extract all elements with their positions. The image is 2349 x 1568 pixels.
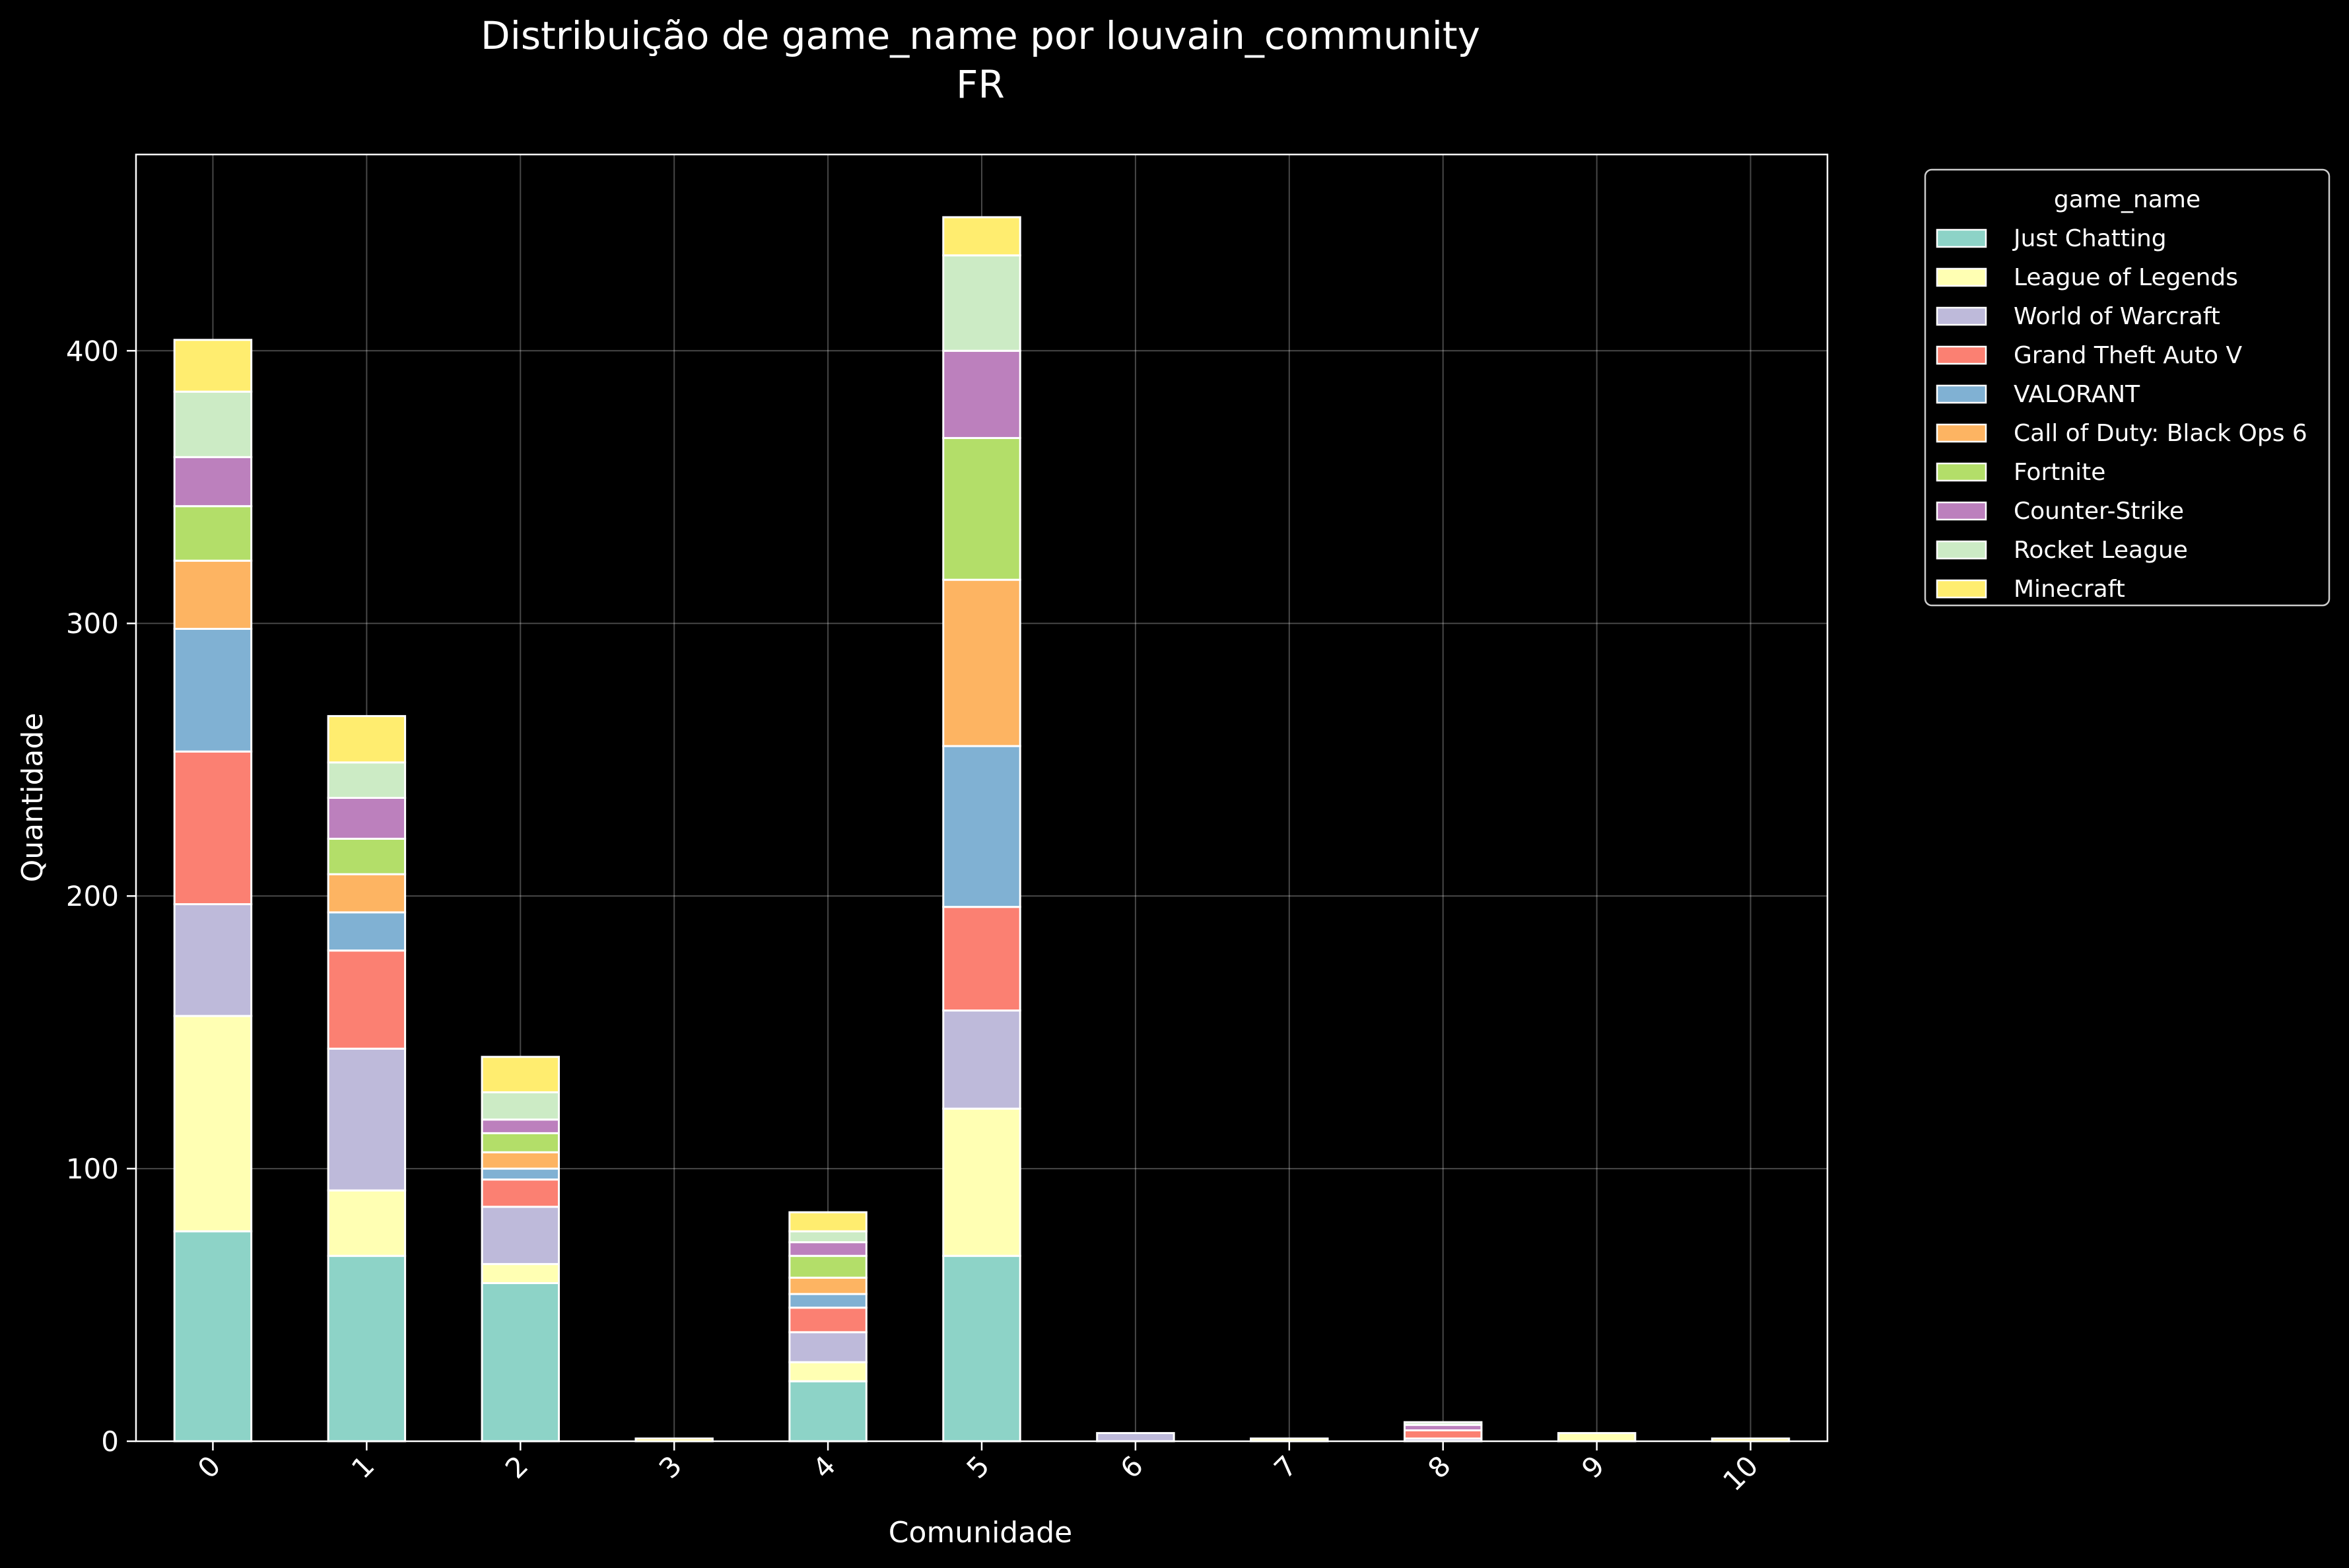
bar-segment [481, 1167, 561, 1181]
bar-segment [173, 750, 253, 906]
bar-segment [173, 1015, 253, 1233]
bar-segment [481, 1118, 561, 1134]
legend-label: Counter-Strike [2014, 498, 2184, 525]
bar-segment [173, 559, 253, 630]
y-axis: 0 100 200 300 400 [66, 335, 136, 1458]
bar-segment [327, 1254, 407, 1443]
bar-segment [173, 1230, 253, 1443]
legend-swatch [1936, 228, 1987, 248]
bar-segment [942, 349, 1021, 439]
bar-segment [788, 1276, 868, 1295]
bar-segment [942, 578, 1021, 747]
legend-label: League of Legends [2014, 264, 2238, 291]
legend-label: Just Chatting [2012, 225, 2167, 252]
legend-swatch [1936, 423, 1987, 443]
bar-segment [327, 1189, 407, 1257]
y-axis-label: Quantidade [16, 713, 50, 883]
bar-segment [942, 216, 1021, 257]
bar-segment [327, 837, 407, 875]
bar-segment [942, 1254, 1021, 1443]
legend-label: Rocket League [2014, 537, 2188, 564]
bar-segment [327, 911, 407, 952]
bar-segment [481, 1056, 561, 1093]
legend-swatch [1936, 384, 1987, 404]
bar-segment [481, 1263, 561, 1285]
bar-segment [1404, 1421, 1483, 1426]
bar-segment [788, 1380, 868, 1443]
bar-segment [942, 254, 1021, 352]
bar-segment [173, 505, 253, 562]
legend: game_name Just Chatting League of Legends W… [1924, 168, 2331, 607]
legend-title: game_name [2054, 186, 2200, 213]
bar-segment [1096, 1432, 1175, 1443]
bar-segment [481, 1282, 561, 1443]
bars [173, 216, 1790, 1443]
bar-segment [327, 949, 407, 1050]
bar-segment [481, 1151, 561, 1170]
bar-segment [1557, 1432, 1637, 1443]
y-tick-label: 0 [101, 1425, 119, 1458]
bar-segment [173, 627, 253, 753]
bar-segment [788, 1307, 868, 1334]
bar-segment [173, 390, 253, 458]
legend-swatch [1936, 462, 1987, 482]
legend-swatch [1936, 501, 1987, 521]
bar-segment [327, 761, 407, 800]
legend-label: World of Warcraft [2014, 303, 2220, 330]
chart-subtitle: FR [956, 62, 1005, 107]
bar-segment [481, 1091, 561, 1121]
legend-label: Minecraft [2014, 576, 2125, 603]
bar-segment [173, 903, 253, 1017]
y-tick-label: 300 [66, 607, 119, 640]
x-axis-label: Comunidade [889, 1516, 1072, 1550]
legend-label: Grand Theft Auto V [2014, 342, 2242, 369]
bar-segment [788, 1361, 868, 1382]
legend-box [1924, 168, 2331, 607]
bar-segment [788, 1241, 868, 1257]
chart-title: Distribuição de game_name por louvain_co… [481, 13, 1480, 58]
y-tick-label: 100 [66, 1153, 119, 1185]
bar-segment [942, 1107, 1021, 1257]
bar-segment [788, 1254, 868, 1279]
bar-segment [1404, 1429, 1483, 1440]
bar-segment [481, 1132, 561, 1153]
bar-segment [173, 339, 253, 393]
bar-segment [942, 745, 1021, 908]
bar-segment [942, 436, 1021, 581]
legend-swatch [1936, 345, 1987, 365]
legend-label: Call of Duty: Black Ops 6 [2014, 420, 2307, 447]
bar-segment [327, 715, 407, 764]
legend-swatch [1936, 540, 1987, 560]
y-tick-label: 400 [66, 335, 119, 367]
legend-swatch [1936, 267, 1987, 287]
bar-segment [327, 873, 407, 914]
legend-label: VALORANT [2014, 381, 2140, 408]
bar-segment [788, 1211, 868, 1233]
bar-segment [788, 1230, 868, 1244]
bar-segment [942, 1009, 1021, 1110]
bar-segment [481, 1178, 561, 1208]
bar-segment [788, 1331, 868, 1363]
bar-segment [788, 1293, 868, 1309]
legend-swatch [1936, 306, 1987, 326]
y-tick-label: 200 [66, 880, 119, 912]
legend-swatch [1936, 579, 1987, 599]
bar-segment [327, 797, 407, 840]
bar-segment [942, 906, 1021, 1012]
bar-segment [173, 456, 253, 508]
bar-segment [481, 1206, 561, 1266]
legend-label: Fortnite [2014, 459, 2105, 486]
bar-segment [327, 1047, 407, 1192]
